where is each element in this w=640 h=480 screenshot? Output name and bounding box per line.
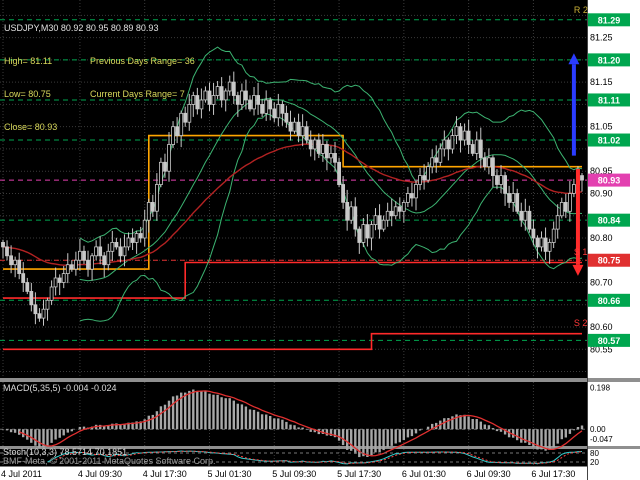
time-axis-strip [0,466,587,480]
price-axis-label: 81.15 [590,77,613,87]
time-axis-label: 5 Jul 09:30 [272,469,316,479]
price-tag-label: 80.75 [598,256,621,266]
time-axis-label: 6 Jul 01:30 [402,469,446,479]
macd-indicator-label: MACD(5,35,5) -0.004 -0.024 [3,383,117,393]
price-axis-label: 81.25 [590,33,613,43]
stoch-plot [0,450,587,465]
copyright-text: BMF-Meta, © 2001-2011 MetaQuotes Softwar… [3,456,216,466]
panel-divider[interactable] [0,446,640,449]
up-arrow[interactable] [568,53,580,156]
price-tag-label: 80.66 [598,296,621,306]
stoch-indicator-label: Stoch(10,3,3) 78.5714 70.1851 [3,447,128,457]
price-axis-label: 80.55 [590,344,613,354]
time-axis-label: 6 Jul 17:30 [531,469,575,479]
candles [1,71,584,326]
price-axis-label: 80.70 [590,278,613,288]
main-chart-panel[interactable] [0,0,587,378]
price-tag-box [588,293,630,307]
price-tag-box [588,13,630,27]
price-axis-label: 80.90 [590,188,613,198]
chart-annotation: R 2 [574,5,588,15]
price-tag-box [588,133,630,147]
close-value: Close= 80.93 [4,122,58,132]
level-lines [0,19,587,341]
stoch-main-line [47,450,583,465]
price-tag-label: 80.57 [598,336,621,346]
stoch-axis-label: 80 [590,449,599,458]
macd-signal-line [18,390,583,457]
time-axis-label: 4 Jul 17:30 [143,469,187,479]
price-axis-label: 80.80 [590,233,613,243]
price-tag-box [588,173,630,187]
price-tag-label: 80.84 [598,216,621,226]
chart-info-block: USDJPY,M30 80.92 80.95 80.89 80.93 High=… [4,1,195,155]
down-arrow[interactable] [572,168,584,276]
price-axis-label: 80.95 [590,166,613,176]
stoch-signal-line [55,450,583,465]
curr-days-range: Current Days Range= 7 [90,89,185,99]
chart-annotation: S 2 [574,318,588,328]
macd-axis-label: 0.00 [590,425,606,434]
prev-days-range: Previous Days Range= 36 [90,56,195,66]
price-tag-box [588,333,630,347]
high-value: High= 81.11 [4,56,53,66]
price-tag-label: 80.93 [598,176,621,186]
info-line-low: Low= 80.75 Current Days Range= 7 [4,89,195,100]
bollinger-bands [79,46,583,322]
time-axis-label: 5 Jul 17:30 [337,469,381,479]
price-tag-box [588,53,630,67]
price-axis-label: 81.05 [590,122,613,132]
price-tag-box [588,213,630,227]
chart-annotation: S 1 [574,247,588,257]
ohlc-readout: USDJPY,M30 80.92 80.95 80.89 80.93 [4,23,159,33]
time-axis-labels: 4 Jul 2011 4 Jul 09:30 4 Jul 17:30 5 Jul 01… [1,469,575,479]
time-axis-label: 6 Jul 09:30 [467,469,511,479]
time-axis-label: 5 Jul 01:30 [207,469,251,479]
price-axis-label: 80.60 [590,322,613,332]
time-axis-label: 4 Jul 2011 [1,469,42,479]
bb-lower [79,113,583,322]
bb-upper [79,46,583,243]
stoch-axis-label: 20 [590,458,599,467]
price-tag-box [588,253,630,267]
panel-divider[interactable] [0,378,640,382]
macd-plot [0,389,587,458]
step-line-s2 [3,332,582,351]
macd-panel[interactable] [0,382,587,446]
step-line-s1 [3,261,582,299]
price-tag-label: 81.02 [598,136,621,146]
price-tag-label: 81.29 [598,15,621,25]
time-axis-label: 4 Jul 09:30 [78,469,122,479]
price-tag-label: 81.20 [598,55,621,65]
price-tag-label: 81.11 [598,95,620,105]
info-line-high: High= 81.11 Previous Days Range= 36 [4,56,195,67]
low-value: Low= 80.75 [4,89,51,99]
bb-middle [79,98,583,282]
price-axis-labels: 81.25 81.15 81.05 80.95 80.90 80.80 80.70 80.60… [590,33,613,467]
price-axis-strip [587,0,640,480]
macd-axis-label: -0.047 [590,435,613,444]
price-tag-box [588,93,630,107]
price-tags: 81.29 81.20 81.11 81.02 80.93 80.84 80.75 80.66… [588,13,630,347]
info-line-close: Close= 80.93 [4,122,195,133]
chart-annotations: R 2 S 1 S 2 [574,5,588,328]
macd-axis-label: 0.198 [590,384,611,393]
